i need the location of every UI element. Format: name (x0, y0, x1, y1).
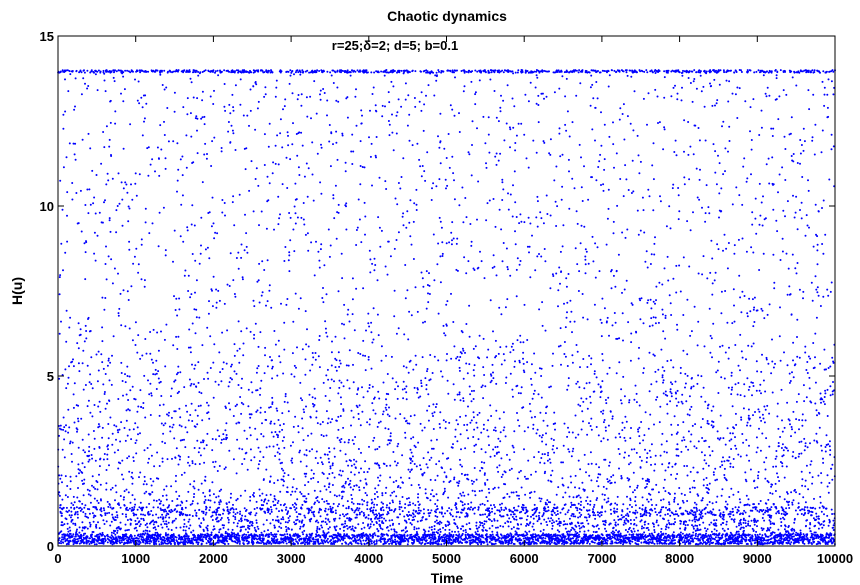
y-tick-label: 5 (47, 369, 54, 384)
x-tick-label: 1000 (121, 551, 150, 566)
x-tick-label: 10000 (817, 551, 853, 566)
chart-title: Chaotic dynamics (387, 8, 507, 24)
scatter-points (57, 69, 837, 546)
x-tick-label: 4000 (354, 551, 383, 566)
x-axis: 0 1000 2000 3000 4000 5000 6000 7000 8000 9000 100… (54, 551, 853, 566)
y-tick-label: 15 (40, 29, 54, 44)
y-tick-label: 0 (47, 539, 54, 554)
x-tick-label: 9000 (743, 551, 772, 566)
chart-annotation: r=25;δ=2; d=5; b=0.1 (332, 38, 458, 53)
y-axis: 0 5 10 15 (40, 29, 54, 554)
axis-ticks (57, 35, 836, 547)
x-tick-label: 7000 (587, 551, 616, 566)
y-axis-label: H(u) (9, 277, 25, 305)
series-points (57, 69, 837, 546)
x-tick-label: 3000 (277, 551, 306, 566)
x-axis-label: Time (431, 570, 464, 585)
x-tick-label: 2000 (199, 551, 228, 566)
x-tick-label: 5000 (432, 551, 461, 566)
x-tick-label: 6000 (510, 551, 539, 566)
x-tick-label: 8000 (665, 551, 694, 566)
x-tick-label: 0 (54, 551, 61, 566)
y-tick-label: 10 (40, 199, 54, 214)
